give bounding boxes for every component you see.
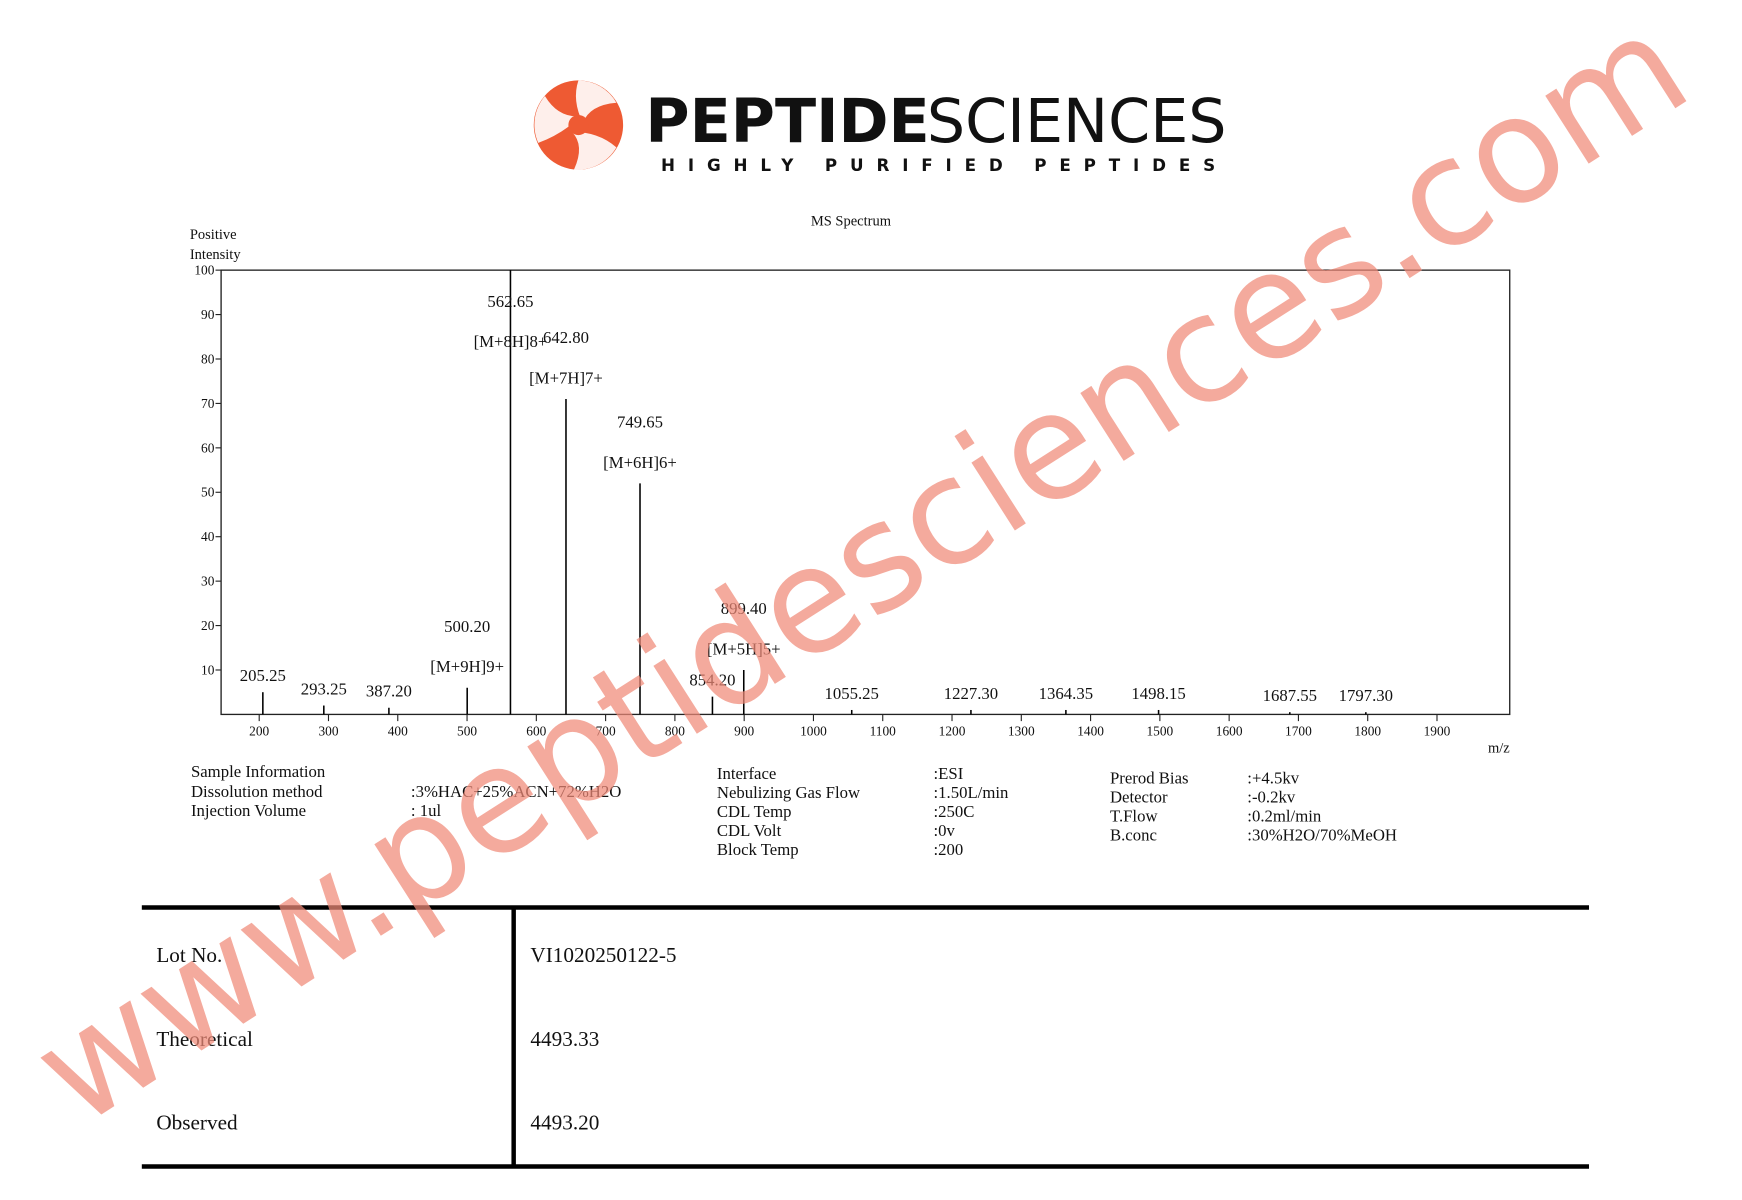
peak-label: 562.65 [487,292,533,311]
row-value: 4493.20 [530,1111,599,1135]
x-tick-label: 300 [318,724,338,739]
tagline: HIGHLY PURIFIED PEPTIDES [661,155,1228,175]
table-body: Lot No. VI1020250122-5 Theoretical 4493.33 O… [156,943,676,1134]
info-value: :250C [934,802,975,821]
peak-label: 387.20 [366,682,412,701]
y-tick-label: 70 [201,396,215,411]
x-tick-label: 1300 [1008,724,1035,739]
y-tick-label: 100 [194,263,214,278]
y-tick-label: 60 [201,440,215,455]
logo-icon [533,80,624,170]
info-value: : 1ul [411,801,442,820]
info-title: Sample Information [191,762,326,781]
row-label: Theoretical [156,1027,253,1051]
chart: 10 20 30 40 50 60 70 80 90 100 200 300 400 500 600 700 8… [194,263,1450,739]
y-tick-label: 40 [201,529,215,544]
ion-label: [M+6H]6+ [603,453,677,472]
info-value: :3%HAC+25%ACN+72%H2O [411,782,621,801]
info-key: CDL Temp [717,802,792,821]
info-value: :+4.5kv [1247,769,1299,788]
peak-label: 1797.30 [1339,686,1393,705]
row-label: Lot No. [156,943,222,967]
info-key: T.Flow [1110,807,1158,826]
x-tick-label: 1200 [939,724,966,739]
x-tick-label: 1900 [1424,724,1451,739]
row-value: VI1020250122-5 [530,943,676,967]
info-key: Injection Volume [191,801,306,820]
info-key: Interface [717,764,776,783]
y-axis-label: Intensity [190,247,242,263]
info-value: :0v [934,821,956,840]
x-tick-label: 500 [457,724,477,739]
x-tick-label: 900 [734,724,754,739]
peak-label: 293.25 [301,679,347,698]
result-table [141,905,1590,1169]
info-value: :0.2ml/min [1247,807,1322,826]
brand-bold: PEPTIDE [645,87,929,157]
info-value: :ESI [934,764,964,783]
x-tick-label: 1500 [1146,724,1173,739]
ion-label: [M+5H]5+ [707,639,781,658]
y-tick-label: 50 [201,485,215,500]
x-tick-label: 700 [596,724,616,739]
info-key: Prerod Bias [1110,769,1189,788]
peak-label: 642.80 [543,328,589,347]
peak-label: 1055.25 [825,684,879,703]
brand-light: SCIENCES [927,87,1227,157]
peak-label: 899.40 [721,599,767,618]
peak-label: 1364.35 [1039,684,1093,703]
x-tick-label: 200 [249,724,269,739]
y-tick-label: 20 [201,618,215,633]
x-tick-label: 800 [665,724,685,739]
info-value: :200 [934,840,964,859]
peak-label: 854.20 [689,670,735,689]
info-value: :30%H2O/70%MeOH [1247,826,1397,845]
row-label: Observed [156,1111,238,1135]
chart-title: MS Spectrum [811,213,892,229]
info-key: Dissolution method [191,782,323,801]
x-tick-label: 400 [388,724,408,739]
peak-label: 1687.55 [1263,686,1317,705]
peak-label: 1227.30 [944,684,998,703]
y-axis-label: Positive [190,227,237,243]
peak-label: 205.25 [240,666,286,685]
info-key: Block Temp [717,840,799,859]
info-value: :1.50L/min [934,783,1009,802]
y-tick-label: 80 [201,351,215,366]
ion-label: [M+7H]7+ [529,368,603,387]
info-key: Nebulizing Gas Flow [717,783,861,802]
peak-label: 500.20 [444,617,490,636]
y-tick-label: 10 [201,662,215,677]
x-tick-label: 1800 [1354,724,1381,739]
peak-label: 1498.15 [1131,684,1185,703]
info-value: :-0.2kv [1247,788,1296,807]
x-tick-label: 1700 [1285,724,1312,739]
x-tick-label: 1400 [1077,724,1104,739]
info-key: B.conc [1110,826,1157,845]
x-tick-label: 1100 [870,724,897,739]
y-tick-label: 30 [201,574,215,589]
ion-label: [M+9H]9+ [430,657,504,676]
x-tick-label: 1600 [1216,724,1243,739]
peak-label: 749.65 [617,413,663,432]
row-value: 4493.33 [530,1027,599,1051]
ion-label: [M+8H]8+ [474,332,548,351]
y-tick-label: 90 [201,307,215,322]
x-tick-label: 600 [526,724,546,739]
x-axis-label: m/z [1488,740,1510,756]
info-key: CDL Volt [717,821,782,840]
info-key: Detector [1110,788,1168,807]
x-tick-label: 1000 [800,724,827,739]
